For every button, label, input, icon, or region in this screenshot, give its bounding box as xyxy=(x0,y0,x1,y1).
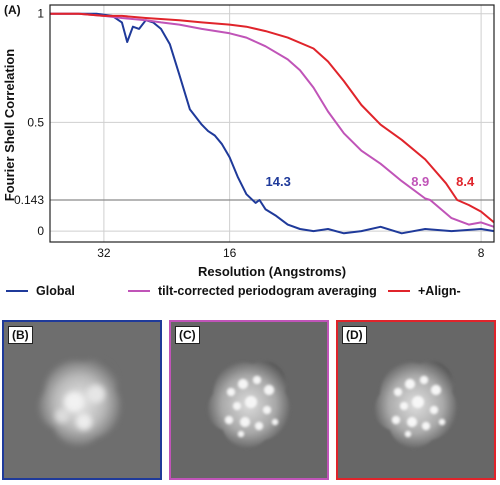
y-axis-title: Fourier Shell Correlation xyxy=(2,49,17,201)
legend-swatch-align xyxy=(388,290,410,292)
legend-item-global: Global xyxy=(6,284,75,298)
x-axis-title: Resolution (Angstroms) xyxy=(198,264,346,279)
panel-c-density-map: (C) xyxy=(169,320,329,480)
resolution-annotation: 14.3 xyxy=(266,174,291,189)
legend-label-global: Global xyxy=(36,284,75,298)
y-tick-label: 0.5 xyxy=(27,115,44,129)
legend-item-align: +Align- xyxy=(388,284,461,298)
plot-frame xyxy=(49,4,495,243)
x-tick-label: 16 xyxy=(223,246,237,260)
legend-label-tilt-corrected: tilt-corrected periodogram averaging xyxy=(158,284,377,298)
panel-d-density-map: (D) xyxy=(336,320,496,480)
x-tick-label: 8 xyxy=(478,246,485,260)
series-line-align xyxy=(50,12,495,224)
legend-swatch-tilt-corrected xyxy=(128,290,150,292)
legend-swatch-global xyxy=(6,290,28,292)
panel-b-density-map: (B) xyxy=(2,320,162,480)
y-tick-label: 1 xyxy=(37,7,44,21)
density-map-image-c xyxy=(171,322,327,478)
resolution-annotation: 8.4 xyxy=(456,174,475,189)
panel-label-a: (A) xyxy=(4,3,21,17)
panel-label-c: (C) xyxy=(175,326,200,344)
resolution-annotation: 8.9 xyxy=(411,174,429,189)
series-line-tilt-corrected xyxy=(50,12,495,228)
fsc-chart: (A) 32 16 8 0 0.143 0.5 1 14.3 8.9 8.4 Resolution… xyxy=(2,3,495,279)
density-map-image-b xyxy=(4,322,160,478)
series-line-global xyxy=(50,12,495,235)
chart-legend: Global tilt-corrected periodogram averag… xyxy=(0,284,500,304)
density-map-image-d xyxy=(338,322,494,478)
panel-label-d: (D) xyxy=(342,326,367,344)
legend-item-tilt-corrected: tilt-corrected periodogram averaging xyxy=(128,284,377,298)
plot-area xyxy=(50,5,494,242)
panel-label-b: (B) xyxy=(8,326,33,344)
x-tick-label: 32 xyxy=(97,246,111,260)
legend-label-align: +Align- xyxy=(418,284,461,298)
y-tick-label: 0.143 xyxy=(14,193,44,207)
y-tick-label: 0 xyxy=(37,224,44,238)
